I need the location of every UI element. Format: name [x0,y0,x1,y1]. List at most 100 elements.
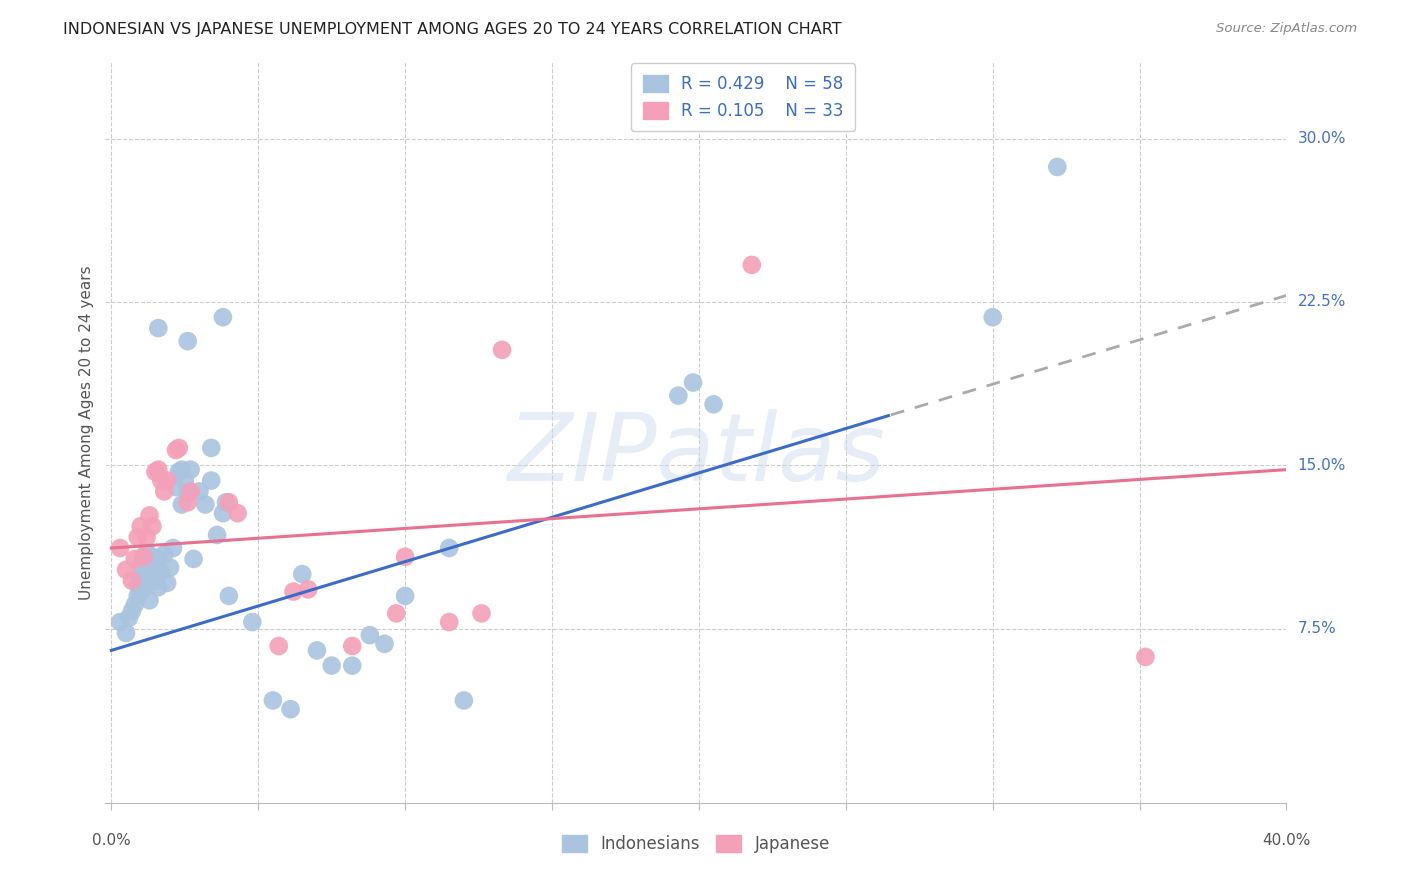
Point [453,693,475,707]
Point [148,567,170,582]
Point [177,495,200,509]
Point [682,376,704,390]
Point [132,552,155,566]
Point [148,580,170,594]
Point [138,560,160,574]
Point [138,575,160,590]
Point [262,693,284,707]
Point [177,486,200,500]
Point [200,441,222,455]
Text: 7.5%: 7.5% [1298,621,1336,636]
Text: 0.0%: 0.0% [91,833,131,848]
Point [156,474,179,488]
Point [321,658,343,673]
Text: Source: ZipAtlas.com: Source: ZipAtlas.com [1216,22,1357,36]
Point [165,443,187,458]
Point [491,343,513,357]
Point [177,334,200,348]
Text: INDONESIAN VS JAPANESE UNEMPLOYMENT AMONG AGES 20 TO 24 YEARS CORRELATION CHART: INDONESIAN VS JAPANESE UNEMPLOYMENT AMON… [63,22,842,37]
Point [212,506,235,520]
Point [135,574,157,588]
Point [218,495,240,509]
Point [180,484,202,499]
Point [148,462,170,476]
Point [150,565,173,579]
Point [153,484,176,499]
Point [173,474,195,488]
Point [170,498,193,512]
Point [129,519,152,533]
Text: 40.0%: 40.0% [1263,833,1310,848]
Point [394,549,416,564]
Point [741,258,763,272]
Point [342,639,364,653]
Point [124,598,146,612]
Point [153,548,176,562]
Point [437,615,460,629]
Point [132,567,155,582]
Point [703,397,725,411]
Point [121,574,143,588]
Point [280,702,302,716]
Point [981,310,1004,325]
Point [394,589,416,603]
Point [342,658,364,673]
Point [150,474,173,488]
Point [132,580,155,594]
Text: 15.0%: 15.0% [1298,458,1346,473]
Point [138,508,160,523]
Point [145,558,167,573]
Point [129,558,152,573]
Point [127,530,149,544]
Point [138,593,160,607]
Point [374,637,396,651]
Point [108,541,131,555]
Point [194,498,217,512]
Point [205,528,228,542]
Point [141,567,163,582]
Point [267,639,290,653]
Point [148,321,170,335]
Point [200,474,222,488]
Point [162,541,184,555]
Point [115,626,138,640]
Point [240,615,263,629]
Point [129,572,152,586]
Point [183,552,205,566]
Point [135,530,157,544]
Point [1046,160,1069,174]
Point [470,607,492,621]
Point [167,441,190,455]
Point [666,389,689,403]
Point [170,462,193,476]
Point [124,552,146,566]
Text: 22.5%: 22.5% [1298,294,1346,310]
Point [167,465,190,479]
Point [218,589,240,603]
Point [159,560,181,574]
Point [1135,649,1157,664]
Point [215,495,238,509]
Point [141,519,163,533]
Point [108,615,131,629]
Point [283,584,305,599]
Point [135,560,157,574]
Point [188,484,211,499]
Point [305,643,328,657]
Point [385,607,408,621]
Point [118,611,141,625]
Point [145,574,167,588]
Point [129,584,152,599]
Point [148,552,170,566]
Point [180,462,202,476]
Point [212,310,235,325]
Legend: Indonesians, Japanese: Indonesians, Japanese [554,826,838,861]
Point [127,589,149,603]
Point [132,549,155,564]
Point [127,578,149,592]
Point [297,582,319,597]
Point [226,506,249,520]
Point [141,549,163,564]
Point [165,480,187,494]
Point [359,628,381,642]
